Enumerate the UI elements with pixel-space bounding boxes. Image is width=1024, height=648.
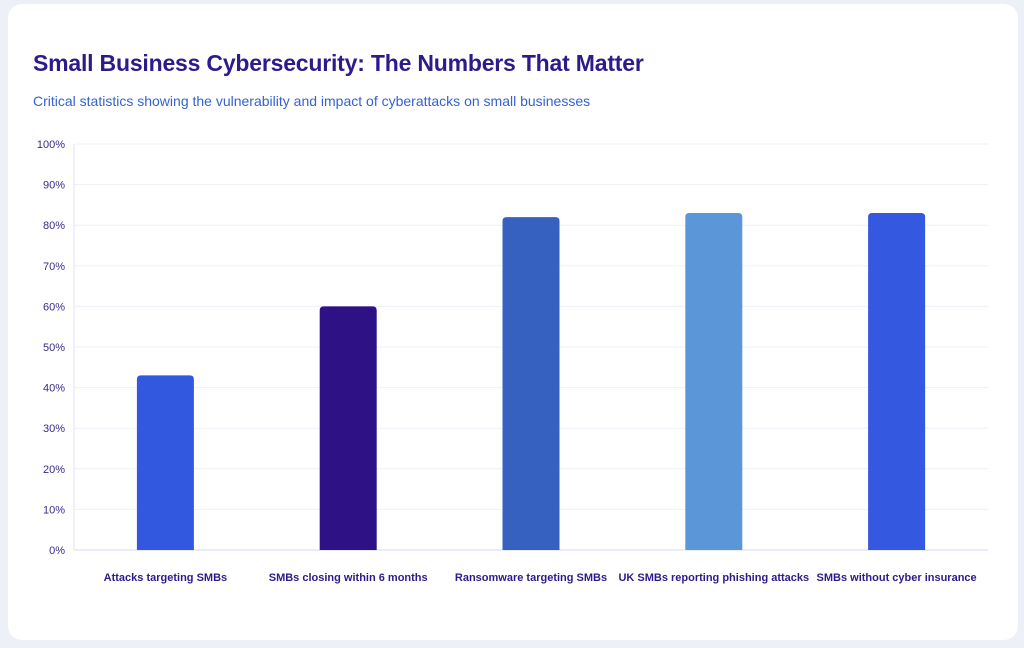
y-tick-label: 80%	[43, 220, 65, 232]
x-category-label: SMBs without cyber insurance	[817, 572, 977, 584]
y-tick-label: 60%	[43, 301, 65, 313]
y-tick-label: 90%	[43, 180, 65, 192]
bar	[136, 375, 194, 550]
y-tick-label: 10%	[43, 504, 65, 516]
bar	[502, 217, 560, 550]
y-tick-label: 50%	[43, 342, 65, 354]
y-tick-label: 100%	[37, 139, 65, 151]
y-tick-label: 0%	[49, 545, 65, 557]
x-category-label: Ransomware targeting SMBs	[455, 572, 607, 584]
x-category-label: SMBs closing within 6 months	[269, 572, 428, 584]
bar	[868, 213, 926, 550]
bar	[685, 213, 743, 550]
chart-subtitle: Critical statistics showing the vulnerab…	[33, 93, 591, 109]
chart-title: Small Business Cybersecurity: The Number…	[33, 50, 644, 76]
y-tick-label: 20%	[43, 464, 65, 476]
y-tick-label: 30%	[43, 423, 65, 435]
y-tick-label: 70%	[43, 261, 65, 273]
y-tick-label: 40%	[43, 383, 65, 395]
x-category-label: UK SMBs reporting phishing attacks	[618, 572, 809, 584]
x-category-label: Attacks targeting SMBs	[104, 572, 227, 584]
bar	[319, 306, 377, 550]
